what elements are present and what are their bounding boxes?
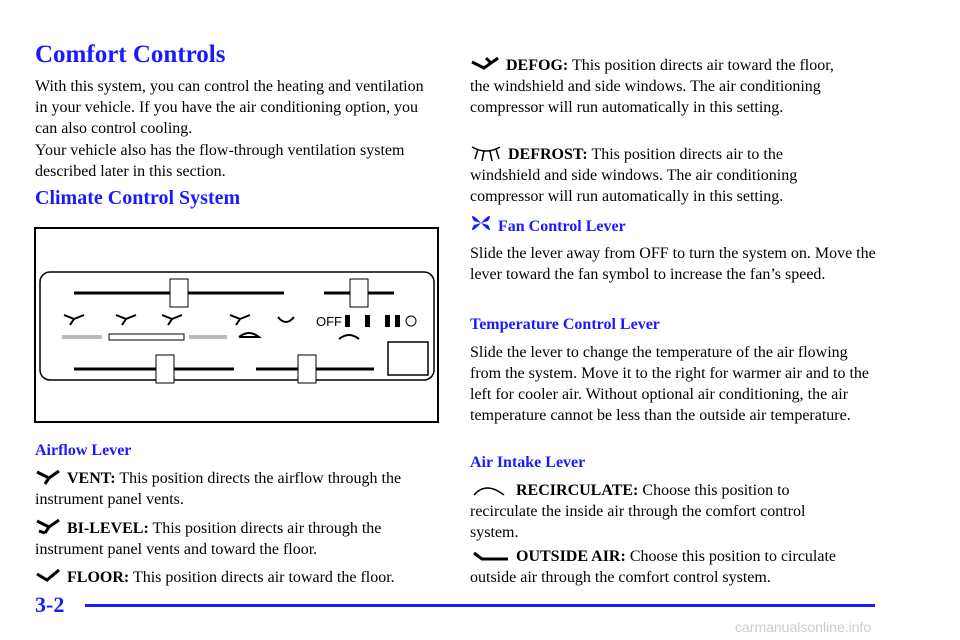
icon xyxy=(471,146,501,161)
item-label: FLOOR: xyxy=(67,569,130,586)
paragraph: Slide the lever to change the temperatur… xyxy=(470,344,870,424)
paragraph: With this system, you can control the he… xyxy=(35,78,424,137)
item: VENT: This position directs the airflow … xyxy=(35,468,440,510)
item-text: Choose this position to recirculate the … xyxy=(470,482,806,541)
icon xyxy=(473,487,505,496)
icon xyxy=(472,216,490,230)
item-text: This position directs the airflow throug… xyxy=(35,470,402,508)
item-label: DEFROST: xyxy=(508,146,588,163)
icon xyxy=(36,469,60,485)
item-label: RECIRCULATE: xyxy=(516,482,639,499)
icon xyxy=(36,519,60,535)
section-heading: Climate Control System xyxy=(35,187,241,209)
paragraph: Your vehicle also has the flow-through v… xyxy=(35,142,405,180)
item: OUTSIDE AIR: Choose this position to cir… xyxy=(470,546,882,588)
item-label: OUTSIDE AIR: xyxy=(516,548,626,565)
icon xyxy=(473,551,508,561)
item: RECIRCULATE: Choose this position to rec… xyxy=(470,480,825,543)
item-label: DEFOG: xyxy=(506,57,569,74)
item: BI-LEVEL: This position directs air thro… xyxy=(35,518,440,560)
subheading-text: Fan Control Lever xyxy=(498,218,626,235)
item-text: Choose this position to circulate outsid… xyxy=(470,548,837,586)
item: DEFOG: This position directs air toward … xyxy=(470,55,855,118)
figure-label: OFF xyxy=(316,314,342,329)
icon xyxy=(36,568,60,582)
item-label: VENT: xyxy=(67,470,116,487)
subheading: Airflow Lever xyxy=(35,442,132,459)
icon xyxy=(471,56,499,70)
figure: OFF xyxy=(34,227,439,423)
item-label: BI-LEVEL: xyxy=(67,520,149,537)
title: Comfort Controls xyxy=(35,41,226,68)
footer-rule xyxy=(85,604,875,607)
subheading: Temperature Control Lever xyxy=(470,316,660,333)
subheading: Fan Control Lever xyxy=(470,213,882,237)
item: DEFROST: This position directs air to th… xyxy=(470,143,850,207)
item: FLOOR: This position directs air toward … xyxy=(35,567,455,588)
item-text: This position directs air toward the flo… xyxy=(132,569,395,586)
subheading: Air Intake Lever xyxy=(470,454,586,471)
item-text: This position directs air through the in… xyxy=(35,520,382,558)
page-number: 3-2 xyxy=(35,592,65,617)
watermark: carmanualsonline.info xyxy=(735,619,872,635)
item-text: This position directs air to the windshi… xyxy=(470,146,798,205)
paragraph: Slide the lever away from OFF to turn th… xyxy=(470,245,876,283)
item-text: This position directs air toward the flo… xyxy=(470,57,834,116)
